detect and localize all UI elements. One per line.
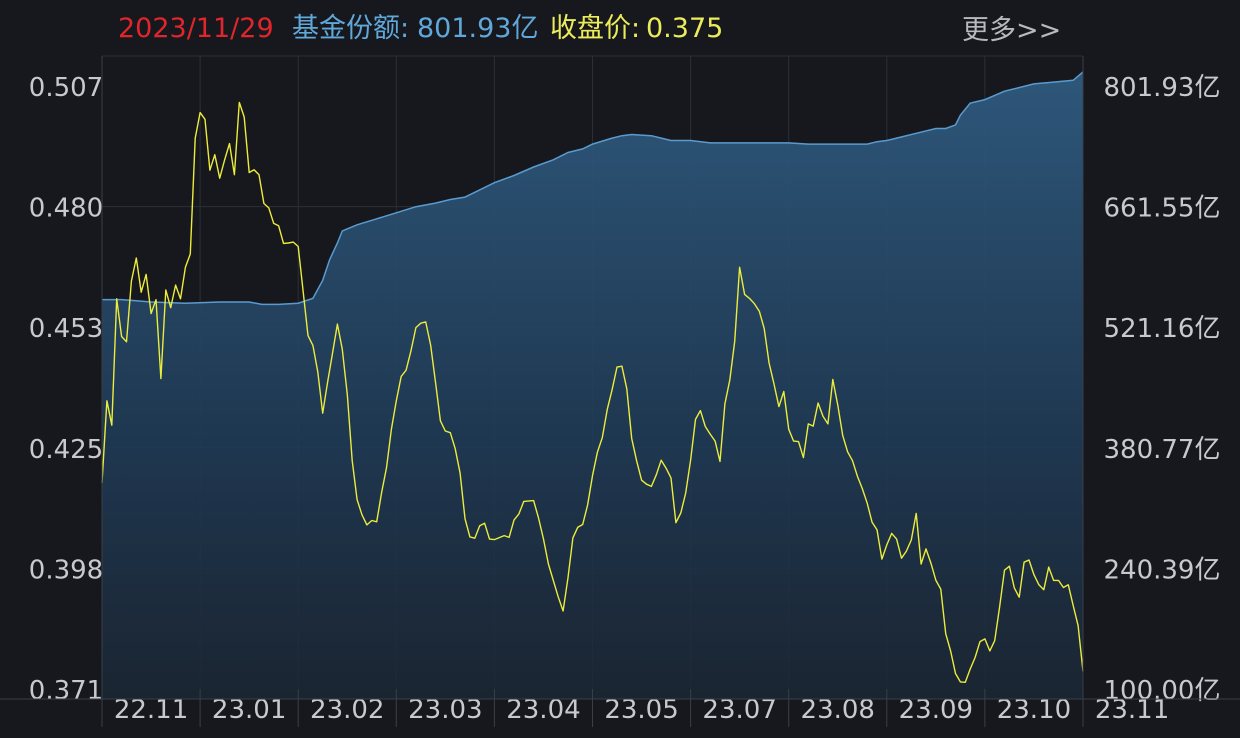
x-tick-label: 23.04	[506, 695, 580, 725]
close-price-line	[101, 101, 1084, 683]
more-link[interactable]: 更多>>	[962, 15, 1061, 46]
left-y-tick-label: 0.480	[29, 194, 103, 224]
right-y-tick-label: 380.77亿	[1104, 435, 1221, 465]
share-area-edge	[102, 71, 1084, 306]
right-y-tick-label: 801.93亿	[1104, 73, 1221, 103]
x-tick-label: 23.03	[408, 695, 482, 725]
x-tick-label: 23.11	[1095, 695, 1169, 725]
right-y-tick-label: 100.00亿	[1104, 676, 1221, 706]
right-y-tick-label: 240.39亿	[1104, 555, 1221, 585]
x-tick-label: 22.11	[114, 695, 188, 725]
left-y-tick-label: 0.398	[29, 555, 103, 585]
left-y-tick-label: 0.371	[29, 676, 103, 706]
axes: 0.507 801.93亿 0.480 661.55亿 0.453 521.16亿 0.42…	[0, 55, 1240, 727]
header-share-value: 801.93亿	[417, 13, 538, 44]
x-tick-label: 23.09	[899, 695, 973, 725]
header-close-label: 收盘价:	[550, 13, 640, 44]
header-share-label: 基金份额:	[292, 13, 409, 44]
left-y-tick-label: 0.453	[29, 314, 103, 344]
x-tick-label: 23.05	[604, 695, 678, 725]
share-area-series	[102, 71, 1084, 699]
header-close-value: 0.375	[646, 13, 723, 44]
x-tick-label: 23.07	[702, 695, 776, 725]
x-tick-label: 23.02	[310, 695, 384, 725]
right-y-tick-label: 521.16亿	[1104, 314, 1221, 344]
x-tick-label: 23.08	[801, 695, 875, 725]
header-date: 2023/11/29	[118, 13, 274, 44]
left-y-tick-label: 0.425	[29, 435, 103, 465]
right-y-tick-label: 661.55亿	[1104, 194, 1221, 224]
x-tick-label: 23.10	[997, 695, 1071, 725]
price-line-series	[101, 101, 1084, 683]
share-area-fill	[102, 71, 1083, 699]
x-tick-label: 23.01	[212, 695, 286, 725]
left-y-tick-label: 0.507	[29, 73, 103, 103]
